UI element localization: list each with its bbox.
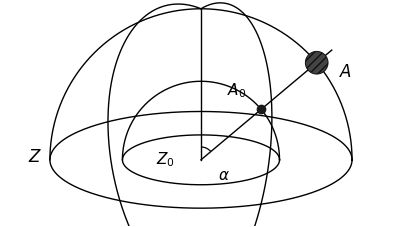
Text: $A_0$: $A_0$ <box>227 81 246 99</box>
Text: $\alpha$: $\alpha$ <box>217 168 229 182</box>
Text: $Z_0$: $Z_0$ <box>156 149 175 168</box>
Text: $Z$: $Z$ <box>28 149 42 165</box>
Circle shape <box>305 52 328 75</box>
Text: $A$: $A$ <box>339 64 352 81</box>
